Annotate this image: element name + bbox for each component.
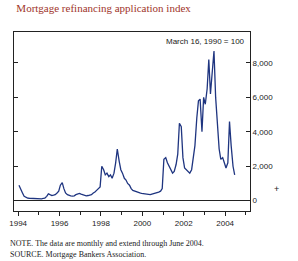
svg-text:March 16, 1990 = 100: March 16, 1990 = 100: [166, 37, 245, 46]
svg-text:4,000: 4,000: [253, 128, 274, 137]
svg-text:+: +: [274, 184, 279, 194]
svg-text:NOTE. The data are monthly and: NOTE. The data are monthly and extend th…: [10, 239, 204, 248]
svg-text:0: 0: [253, 196, 258, 205]
svg-text:2,000: 2,000: [253, 162, 274, 171]
svg-text:1994: 1994: [9, 219, 27, 228]
svg-text:2000: 2000: [133, 219, 151, 228]
svg-text:2004: 2004: [216, 219, 234, 228]
svg-text:1996: 1996: [51, 219, 69, 228]
svg-text:8,000: 8,000: [253, 59, 274, 68]
svg-text:6,000: 6,000: [253, 93, 274, 102]
svg-text:1998: 1998: [92, 219, 110, 228]
svg-text:Mortgage refinancing applicati: Mortgage refinancing application index: [16, 2, 191, 14]
svg-text:SOURCE. Mortgage Bankers Assoc: SOURCE. Mortgage Bankers Association.: [10, 250, 146, 259]
svg-text:2002: 2002: [175, 219, 193, 228]
